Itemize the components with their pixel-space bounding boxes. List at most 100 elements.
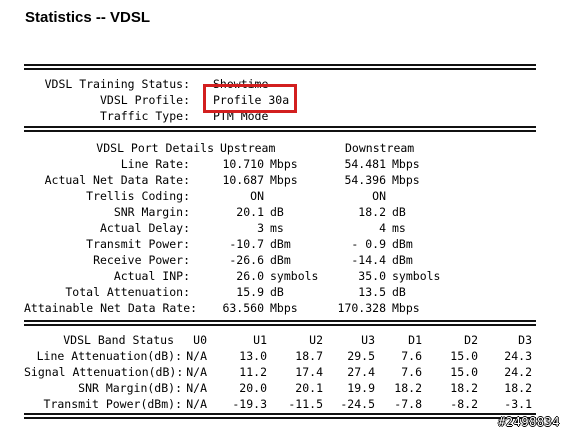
port-header-upstream: Upstream (220, 141, 276, 155)
band-cell: -19.3 (232, 397, 267, 411)
profile-value: Profile 30a (213, 93, 290, 107)
port-row-upstream-unit: dBm (270, 237, 291, 251)
port-row-downstream-unit: symbols (392, 269, 441, 283)
band-cell: 18.2 (504, 381, 532, 395)
band-column-header: U1 (253, 333, 267, 347)
band-header-label: VDSL Band Status (63, 333, 174, 347)
band-column-header: U3 (361, 333, 375, 347)
band-cell: 18.2 (394, 381, 422, 395)
port-row-downstream-value: ON (372, 189, 386, 203)
band-cell: 18.7 (295, 349, 323, 363)
port-row-downstream-value: -14.4 (351, 253, 386, 267)
port-row-upstream-unit: ms (270, 221, 284, 235)
port-row-downstream-unit: Mbps (392, 157, 420, 171)
band-cell: 15.0 (450, 349, 478, 363)
band-cell: 27.4 (347, 365, 375, 379)
traffic-type-label: Traffic Type: (99, 109, 190, 123)
page-title: Statistics -- VDSL (25, 9, 151, 26)
band-cell: N/A (186, 349, 207, 363)
port-row-downstream-unit: Mbps (392, 173, 420, 187)
port-row-downstream-unit: dBm (392, 237, 413, 251)
divider-bottom (24, 413, 536, 419)
port-row-upstream-unit: Mbps (270, 173, 298, 187)
band-cell: -24.5 (340, 397, 375, 411)
band-cell: -3.1 (504, 397, 532, 411)
band-row-label: SNR Margin(dB): (78, 381, 182, 395)
port-row-upstream-unit: dB (270, 285, 284, 299)
port-row-upstream-value: 26.0 (236, 269, 264, 283)
port-row-label: Attainable Net Data Rate: (24, 301, 198, 315)
port-row-downstream-unit: ms (392, 221, 406, 235)
port-row-label: Actual Delay: (99, 221, 190, 235)
port-row-upstream-value: 15.9 (236, 285, 264, 299)
profile-label: VDSL Profile: (99, 93, 190, 107)
band-cell: 24.3 (504, 349, 532, 363)
band-cell: 11.2 (239, 365, 267, 379)
band-cell: 20.0 (239, 381, 267, 395)
port-row-downstream-unit: dB (392, 205, 406, 219)
port-row-downstream-unit: Mbps (392, 301, 420, 315)
port-row-upstream-value: 3 (257, 221, 264, 235)
port-header-downstream: Downstream (345, 141, 415, 155)
band-column-header: D2 (464, 333, 478, 347)
band-cell: 24.2 (504, 365, 532, 379)
training-status-label: VDSL Training Status: (44, 77, 190, 91)
band-cell: 18.2 (450, 381, 478, 395)
port-row-downstream-value: 18.2 (358, 205, 386, 219)
divider-top (24, 64, 536, 70)
band-cell: -8.2 (450, 397, 478, 411)
port-row-upstream-value: -26.6 (229, 253, 264, 267)
port-row-label: Line Rate: (120, 157, 190, 171)
port-row-label: Total Attenuation: (65, 285, 190, 299)
port-row-upstream-value: 10.710 (222, 157, 264, 171)
port-row-downstream-value: 170.328 (337, 301, 386, 315)
port-row-upstream-unit: dB (270, 205, 284, 219)
port-header-label: VDSL Port Details (96, 141, 214, 155)
port-row-downstream-value: 4 (379, 221, 386, 235)
divider-after-training (24, 126, 536, 132)
port-row-upstream-unit: Mbps (270, 301, 298, 315)
band-cell: N/A (186, 381, 207, 395)
port-row-label: Actual Net Data Rate: (44, 173, 190, 187)
port-row-downstream-value: - 0.9 (351, 237, 386, 251)
port-row-label: Trellis Coding: (86, 189, 190, 203)
band-cell: -11.5 (288, 397, 323, 411)
band-row-label: Line Attenuation(dB): (36, 349, 182, 363)
band-row-label: Transmit Power(dBm): (43, 397, 182, 411)
port-row-upstream-value: -10.7 (229, 237, 264, 251)
port-row-upstream-value: ON (250, 189, 264, 203)
band-cell: 20.1 (295, 381, 323, 395)
port-row-downstream-value: 54.481 (344, 157, 386, 171)
port-row-downstream-unit: dB (392, 285, 406, 299)
port-row-upstream-unit: Mbps (270, 157, 298, 171)
band-cell: 7.6 (401, 349, 422, 363)
band-column-header: U2 (309, 333, 323, 347)
band-column-header: D3 (518, 333, 532, 347)
port-row-downstream-unit: dBm (392, 253, 413, 267)
band-cell: N/A (186, 397, 207, 411)
port-row-downstream-value: 13.5 (358, 285, 386, 299)
band-cell: -7.8 (394, 397, 422, 411)
port-row-upstream-value: 10.687 (222, 173, 264, 187)
band-cell: 17.4 (295, 365, 323, 379)
port-row-label: SNR Margin: (113, 205, 190, 219)
port-row-label: Receive Power: (93, 253, 190, 267)
port-row-upstream-unit: dBm (270, 253, 291, 267)
divider-after-port (24, 320, 536, 326)
port-row-upstream-value: 20.1 (236, 205, 264, 219)
port-row-label: Actual INP: (113, 269, 190, 283)
band-column-header: D1 (408, 333, 422, 347)
port-row-label: Transmit Power: (86, 237, 190, 251)
band-cell: 29.5 (347, 349, 375, 363)
port-row-downstream-value: 54.396 (344, 173, 386, 187)
band-cell: 13.0 (239, 349, 267, 363)
profile-highlight-box (203, 84, 297, 113)
port-row-upstream-value: 63.560 (222, 301, 264, 315)
band-cell: 7.6 (401, 365, 422, 379)
band-cell: 19.9 (347, 381, 375, 395)
watermark-text: #2498834 (498, 415, 560, 429)
band-row-label: Signal Attenuation(dB): (24, 365, 184, 379)
band-column-header: U0 (193, 333, 207, 347)
band-cell: 15.0 (450, 365, 478, 379)
port-row-downstream-value: 35.0 (358, 269, 386, 283)
